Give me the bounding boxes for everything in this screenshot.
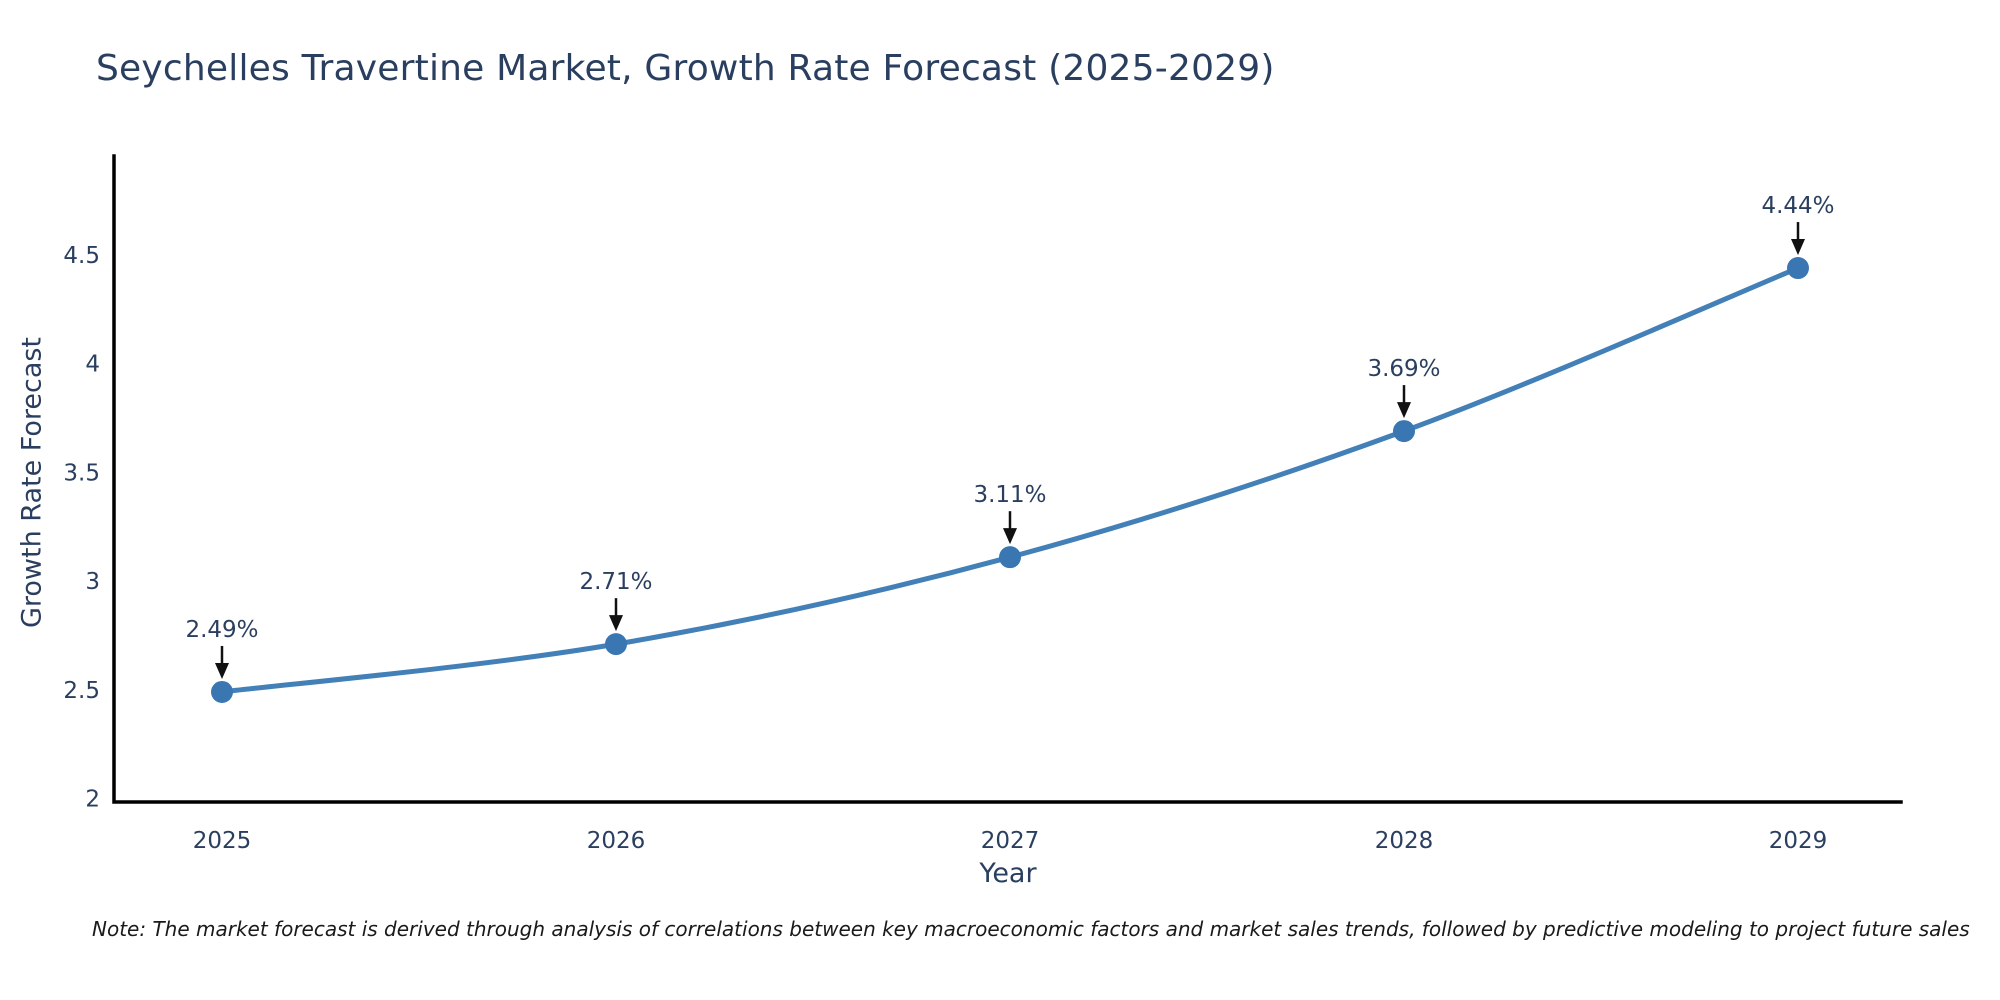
y-axis-title: Growth Rate Forecast [16,336,48,629]
data-point-2027 [999,546,1021,569]
axes-spines [112,154,1903,804]
y-tick-label: 2.5 [63,678,100,704]
x-tick-label: 2028 [1375,828,1434,854]
y-tick-label: 3.5 [63,460,100,486]
data-label-2029: 4.44% [1761,193,1834,219]
data-point-2026 [605,633,627,656]
data-label-2025: 2.49% [185,617,258,643]
x-tick-label: 2029 [1769,828,1828,854]
data-point-2028 [1393,420,1415,443]
data-point-2029 [1787,257,1809,280]
y-tick-label: 4 [85,352,100,378]
data-point-2025 [211,680,233,703]
footnote: Note: The market forecast is derived thr… [92,917,1970,941]
x-tick-label: 2026 [587,828,646,854]
annotation-arrow-head [1791,239,1805,256]
data-label-2027: 3.11% [973,482,1046,508]
x-axis-title: Year [979,858,1037,889]
data-label-2026: 2.71% [579,569,652,595]
annotation-arrow-head [1003,528,1017,545]
y-tick-label: 4.5 [63,243,100,269]
y-tick-label: 2 [85,787,100,813]
x-tick-label: 2025 [193,828,252,854]
annotation-arrow-head [215,662,229,679]
chart-title: Seychelles Travertine Market, Growth Rat… [96,48,1275,89]
forecast-line [219,265,1801,695]
y-tick-label: 3 [85,569,100,595]
annotation-arrow-head [609,615,623,632]
x-tick-label: 2027 [981,828,1040,854]
annotation-arrow-head [1397,402,1411,419]
data-label-2028: 3.69% [1367,356,1440,382]
